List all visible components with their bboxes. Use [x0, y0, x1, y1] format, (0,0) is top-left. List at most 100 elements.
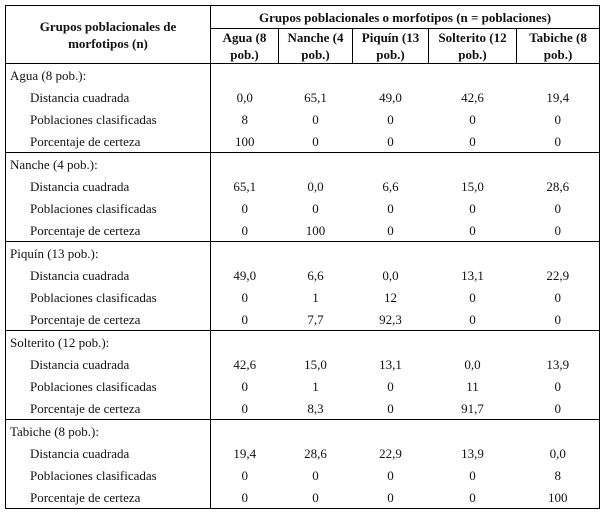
- value-cell: 0: [387, 400, 394, 416]
- blank-cell: [278, 152, 353, 175]
- value-cell: 0: [387, 111, 394, 127]
- blank-cell: [210, 330, 279, 353]
- value-cell: 92,3: [379, 311, 402, 327]
- value-cell: 0: [312, 133, 319, 149]
- value-cell: 0,0: [464, 356, 481, 372]
- classification-table: Grupos poblacionales de morfotipos (n) G…: [5, 5, 601, 509]
- table-row: Distancia cuadrada 65,1 0,0 6,6 15,0 28,6: [5, 175, 601, 197]
- table-row: Distancia cuadrada 19,4 28,6 22,9 13,9 0,0: [5, 442, 601, 464]
- value-cell: 0: [312, 111, 319, 127]
- column-group-header: Grupos poblacionales o morfotipos (n = p…: [210, 5, 601, 29]
- value-cell: 8: [241, 111, 249, 127]
- row-label: Porcentaje de certeza: [5, 130, 211, 153]
- blank-cell: [210, 63, 279, 86]
- blank-cell: [516, 419, 601, 442]
- value-cell: 42,6: [233, 356, 257, 372]
- table-row: Porcentaje de certeza 0 8,3 0 91,7 0: [5, 397, 601, 420]
- value-cell: 0: [241, 222, 249, 238]
- blank-cell: [210, 152, 279, 175]
- row-label: Distancia cuadrada: [5, 264, 211, 286]
- value-cell: 0: [516, 397, 601, 420]
- value-cell: 0: [469, 200, 476, 216]
- value-cell: 0: [241, 400, 249, 416]
- value-cell: 0: [516, 197, 601, 219]
- value-cell: 0,0: [307, 178, 324, 194]
- blank-cell: [516, 152, 601, 175]
- value-cell: 0,0: [516, 442, 601, 464]
- table-row: Poblaciones clasificadas 0 1 12 0 0: [5, 286, 601, 308]
- value-cell: 6,6: [382, 178, 399, 194]
- group-row: Solterito (12 pob.):: [5, 330, 601, 353]
- value-cell: 8: [516, 464, 601, 486]
- blank-cell: [352, 152, 429, 175]
- table-row: Distancia cuadrada 49,0 6,6 0,0 13,1 22,9: [5, 264, 601, 286]
- row-label: Porcentaje de certeza: [5, 397, 211, 420]
- value-cell: 0: [312, 200, 319, 216]
- value-cell: 0: [241, 289, 249, 305]
- value-cell: 0: [469, 311, 476, 327]
- group-label: Nanche (4 pob.):: [5, 152, 211, 175]
- blank-cell: [428, 241, 517, 264]
- value-cell: 0,0: [236, 89, 253, 105]
- value-cell: 12: [384, 289, 397, 305]
- value-cell: 42,6: [461, 89, 484, 105]
- blank-cell: [428, 419, 517, 442]
- blank-cell: [278, 63, 353, 86]
- row-header: Grupos poblacionales de morfotipos (n): [5, 5, 211, 64]
- blank-cell: [278, 241, 353, 264]
- value-cell: 28,6: [516, 175, 601, 197]
- table-row: Poblaciones clasificadas 8 0 0 0 0: [5, 108, 601, 130]
- value-cell: 0: [516, 308, 601, 331]
- table-row: Poblaciones clasificadas 0 1 0 11 0: [5, 375, 601, 397]
- blank-cell: [352, 419, 429, 442]
- value-cell: 28,6: [304, 445, 327, 461]
- value-cell: 0: [210, 486, 279, 509]
- table-row: Porcentaje de certeza 0 7,7 92,3 0 0: [5, 308, 601, 331]
- blank-cell: [428, 330, 517, 353]
- value-cell: 0,0: [382, 267, 399, 283]
- blank-cell: [516, 241, 601, 264]
- row-label: Poblaciones clasificadas: [5, 464, 211, 486]
- table-row: Poblaciones clasificadas 0 0 0 0 0: [5, 197, 601, 219]
- value-cell: 100: [305, 222, 326, 238]
- value-cell: 22,9: [379, 445, 402, 461]
- value-cell: 6,6: [307, 267, 324, 283]
- blank-cell: [278, 419, 353, 442]
- blank-cell: [352, 241, 429, 264]
- group-row: Tabiche (8 pob.):: [5, 419, 601, 442]
- row-label: Porcentaje de certeza: [5, 219, 211, 242]
- row-label: Distancia cuadrada: [5, 442, 211, 464]
- value-cell: 49,0: [233, 267, 257, 283]
- value-cell: 13,9: [516, 353, 601, 375]
- column-header-tabiche: Tabiche (8 pob.): [516, 28, 601, 64]
- value-cell: 0: [387, 133, 394, 149]
- row-label: Poblaciones clasificadas: [5, 286, 211, 308]
- value-cell: 0: [469, 133, 476, 149]
- column-header-agua: Agua (8 pob.): [210, 28, 279, 64]
- column-header-nanche: Nanche (4 pob.): [278, 28, 353, 64]
- value-cell: 0: [516, 130, 601, 153]
- value-cell: 0: [469, 111, 476, 127]
- value-cell: 100: [235, 133, 255, 149]
- value-cell: 0: [241, 467, 249, 483]
- value-cell: 19,4: [516, 86, 601, 108]
- table-row: Porcentaje de certeza 0 100 0 0 0: [5, 219, 601, 242]
- value-cell: 1: [312, 378, 319, 394]
- value-cell: 0: [469, 289, 476, 305]
- blank-cell: [516, 330, 601, 353]
- value-cell: 0: [241, 200, 249, 216]
- value-cell: 91,7: [461, 400, 484, 416]
- value-cell: 8,3: [307, 400, 324, 416]
- group-label: Piquín (13 pob.):: [5, 241, 211, 264]
- group-row: Piquín (13 pob.):: [5, 241, 601, 264]
- blank-cell: [428, 63, 517, 86]
- row-label: Porcentaje de certeza: [5, 308, 211, 331]
- value-cell: 0: [387, 222, 394, 238]
- value-cell: 13,9: [461, 445, 484, 461]
- blank-cell: [210, 419, 279, 442]
- table-row: Porcentaje de certeza 0 0 0 0 100: [5, 486, 601, 509]
- value-cell: 0: [387, 467, 394, 483]
- value-cell: 0: [312, 467, 319, 483]
- value-cell: 0: [278, 486, 353, 509]
- blank-cell: [352, 330, 429, 353]
